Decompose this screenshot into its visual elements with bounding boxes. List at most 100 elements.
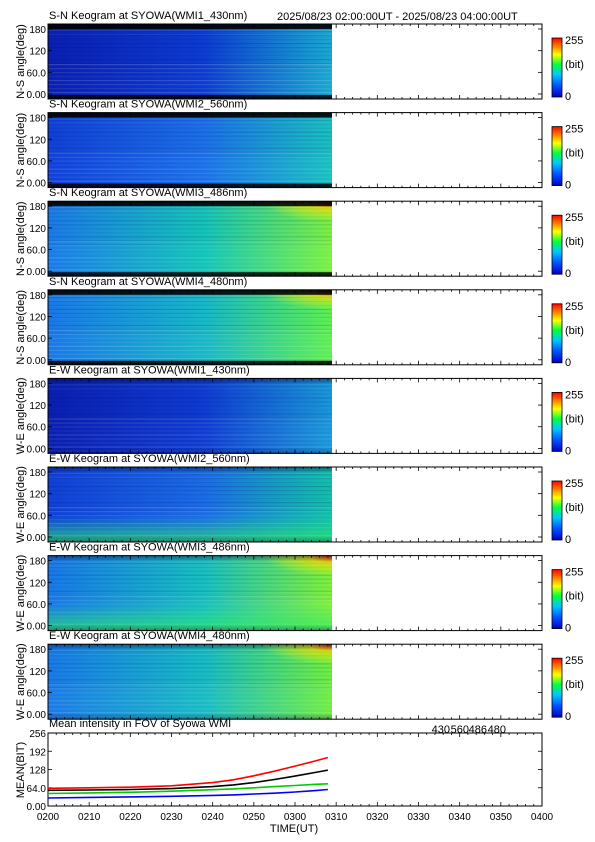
x-tick-label: 0220: [119, 812, 142, 823]
keogram-ytick-label: 0.00: [27, 267, 47, 278]
chart-frame: [47, 732, 543, 807]
keogram-ytick-label: 120: [29, 47, 46, 58]
keogram-title: E-W Keogram at SYOWA(WMI2_560nm): [49, 453, 250, 465]
colorbar-unit: (bit): [565, 679, 584, 691]
colorbar: [551, 391, 563, 452]
legend-entry: 480: [488, 724, 506, 736]
keogram-ylabel: W-E angle(deg): [15, 466, 27, 543]
keogram-ytick-label: 0.00: [27, 356, 47, 367]
x-tick-label: 0320: [366, 812, 389, 823]
keogram-ytick-label: 120: [29, 312, 46, 323]
keogram-panel: E-W Keogram at SYOWA(WMI2_560nm)180 120 60…: [15, 453, 584, 546]
colorbar: [551, 126, 563, 186]
keogram-ytick-label: 60.0: [27, 423, 47, 434]
colorbar: [551, 480, 563, 541]
x-tick-label: 0240: [202, 812, 225, 823]
series-line-486: [47, 756, 329, 790]
colorbar-min: 0: [565, 534, 571, 546]
keogram-ytick-label: 0.00: [27, 622, 47, 633]
colorbar-max: 255: [565, 35, 583, 47]
colorbar: [551, 214, 563, 275]
x-tick-label: 0210: [78, 812, 101, 823]
keogram-ytick-label: 60.0: [27, 68, 47, 79]
colorbar-min: 0: [565, 711, 571, 723]
colorbar-max: 255: [565, 389, 583, 401]
y-axis-label: MEAN(BIT): [15, 742, 27, 798]
colorbar-max: 255: [565, 124, 583, 136]
x-tick-label: 0310: [325, 812, 348, 823]
colorbar-unit: (bit): [565, 413, 584, 425]
colorbar-unit: (bit): [565, 502, 584, 514]
keogram-ylabel: N-S angle(deg): [15, 24, 27, 99]
keogram-ytick-label: 60.0: [27, 334, 47, 345]
series-line-430: [47, 788, 328, 799]
keogram-ylabel: N-S angle(deg): [15, 113, 27, 188]
colorbar-unit: (bit): [565, 59, 584, 71]
y-tick-label: 64.0: [27, 784, 47, 795]
keogram-panel: E-W Keogram at SYOWA(WMI3_486nm)180 120 60…: [15, 542, 584, 635]
keogram-ytick-label: 0.00: [27, 90, 47, 101]
colorbar-min: 0: [565, 91, 571, 103]
keogram-ytick-label: 180: [29, 468, 46, 479]
chart-title: Mean intensity in FOV of Syowa WMI: [49, 718, 231, 730]
keogram-ytick-label: 0.00: [27, 444, 47, 455]
colorbar-max: 255: [565, 301, 583, 313]
keogram-title: S-N Keogram at SYOWA(WMI1_430nm): [49, 10, 247, 22]
x-tick-label: 0250: [243, 812, 266, 823]
keogram-ytick-label: 180: [29, 114, 46, 125]
colorbar-unit: (bit): [565, 325, 584, 337]
colorbar: [551, 657, 563, 718]
colorbar-max: 255: [565, 655, 583, 667]
colorbar-unit: (bit): [565, 148, 584, 160]
keogram-ylabel: W-E angle(deg): [15, 643, 27, 720]
colorbar-max: 255: [565, 478, 583, 490]
keogram-ytick-label: 120: [29, 224, 46, 235]
keogram-panel: E-W Keogram at SYOWA(WMI1_430nm)180 120 60…: [15, 364, 584, 457]
colorbar-max: 255: [565, 212, 583, 224]
keogram-panel: S-N Keogram at SYOWA(WMI4_480nm)180 120 60…: [15, 276, 584, 369]
keogram-panels: S-N Keogram at SYOWA(WMI1_430nm)18012060…: [15, 10, 584, 723]
mean-intensity-chart: Mean intensity in FOV of Syowa WMI 430 560…: [15, 718, 554, 835]
keogram-title: S-N Keogram at SYOWA(WMI3_486nm): [49, 187, 247, 199]
legend-entry: 430: [432, 724, 450, 736]
keogram-ytick-label: 120: [29, 578, 46, 589]
keogram-ytick-label: 180: [29, 291, 46, 302]
y-tick-label: 0.00: [27, 802, 47, 813]
keogram-title: E-W Keogram at SYOWA(WMI1_430nm): [49, 364, 250, 376]
keogram-ylabel: W-E angle(deg): [15, 555, 27, 632]
colorbar-unit: (bit): [565, 236, 584, 248]
keogram-title: E-W Keogram at SYOWA(WMI3_486nm): [49, 542, 250, 554]
keogram-ylabel: W-E angle(deg): [15, 377, 27, 454]
keogram-ytick-label: 120: [29, 135, 46, 146]
keogram-ytick-label: 60.0: [27, 689, 47, 700]
keogram-panel: E-W Keogram at SYOWA(WMI4_480nm)180 120 60…: [15, 630, 584, 723]
keogram-ytick-label: 60.0: [27, 600, 47, 611]
keogram-ylabel: N-S angle(deg): [15, 201, 27, 276]
x-tick-label: 0230: [160, 812, 183, 823]
colorbar: [551, 303, 563, 364]
x-tick-label: 0200: [37, 812, 60, 823]
keogram-ytick-label: 120: [29, 401, 46, 412]
keogram-ytick-label: 60.0: [27, 511, 47, 522]
keogram-ytick-label: 120: [29, 490, 46, 501]
y-tick-label: 192: [29, 747, 46, 758]
colorbar-min: 0: [565, 357, 571, 369]
keogram-ytick-label: 0.00: [27, 179, 47, 190]
colorbar: [551, 37, 563, 98]
y-tick-label: 128: [29, 766, 46, 777]
keogram-ytick-label: 0.00: [27, 533, 47, 544]
keogram-ytick-label: 0.00: [27, 710, 47, 721]
series-line-480: [47, 769, 329, 792]
keogram-panel: S-N Keogram at SYOWA(WMI3_486nm)180 120 60…: [15, 187, 584, 280]
keogram-ytick-label: 120: [29, 667, 46, 678]
colorbar-min: 0: [565, 623, 571, 635]
keogram-ytick-label: 180: [29, 557, 46, 568]
keogram-ytick-label: 180: [29, 645, 46, 656]
keogram-title: E-W Keogram at SYOWA(WMI4_480nm): [49, 630, 250, 642]
time-range-header: 2025/08/23 02:00:00UT - 2025/08/23 04:00…: [277, 11, 518, 23]
series-line-560: [47, 783, 328, 795]
keogram-ytick-label: 180: [29, 25, 46, 36]
keogram-ytick-label: 180: [29, 202, 46, 213]
keogram-panel: S-N Keogram at SYOWA(WMI1_430nm)180 120 60…: [15, 10, 584, 103]
